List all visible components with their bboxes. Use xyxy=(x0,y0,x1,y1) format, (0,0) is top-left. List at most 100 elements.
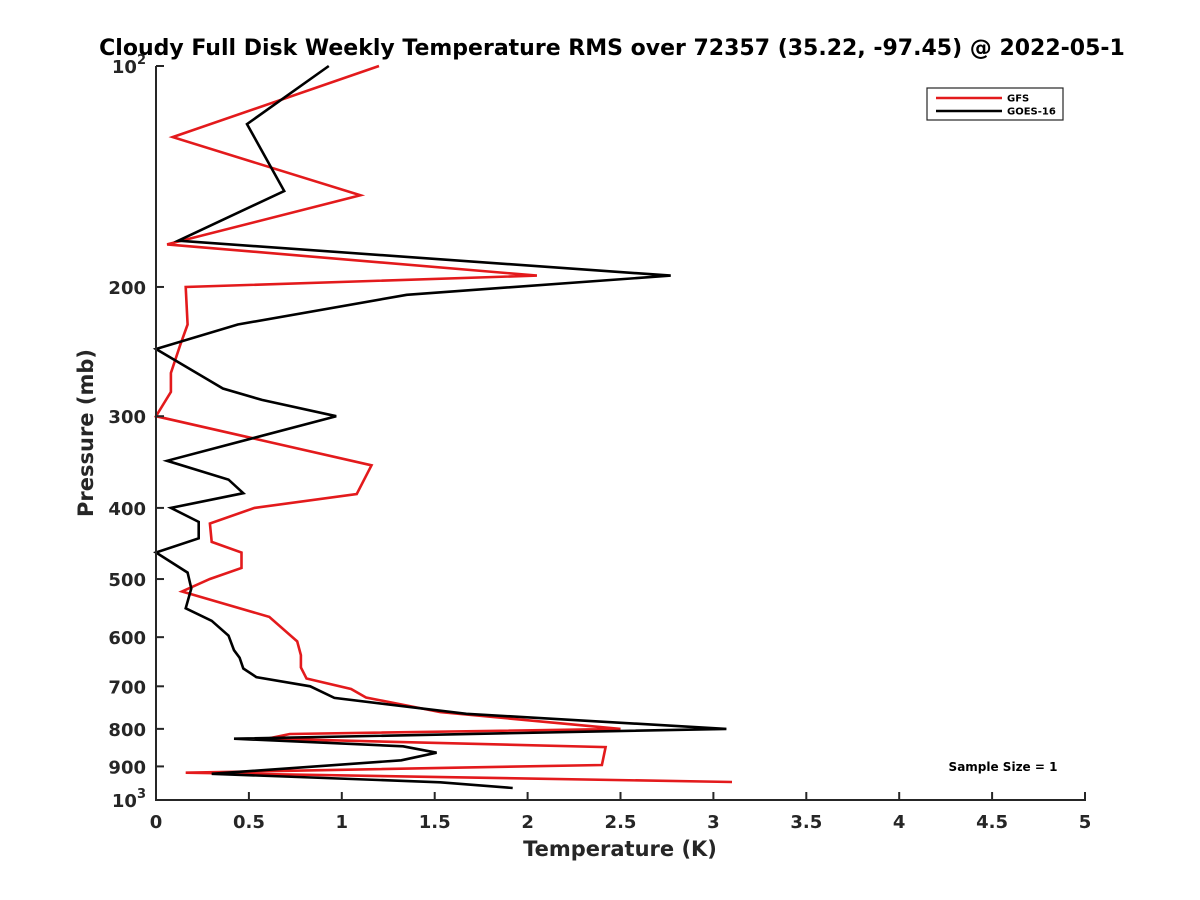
y-tick-label: 400 xyxy=(108,499,146,520)
chart-title: Cloudy Full Disk Weekly Temperature RMS … xyxy=(99,36,1125,61)
data-point xyxy=(466,713,467,714)
series-2 xyxy=(152,64,727,790)
data-point xyxy=(403,746,404,747)
data-point xyxy=(256,677,257,678)
data-point xyxy=(243,493,244,494)
data-point xyxy=(512,788,513,789)
x-tick-label: 0.5 xyxy=(233,812,265,833)
x-tick-label: 0 xyxy=(150,812,163,833)
y-tick-label: 800 xyxy=(108,720,146,741)
data-point xyxy=(300,667,301,668)
data-point xyxy=(726,728,727,729)
data-point xyxy=(185,608,186,609)
x-tick-label: 3.5 xyxy=(790,812,822,833)
x-tick-label: 4.5 xyxy=(976,812,1008,833)
data-point xyxy=(601,765,602,766)
data-point xyxy=(401,760,402,761)
legend: GFS GOES-16 xyxy=(926,87,1064,121)
data-point xyxy=(187,324,188,325)
data-point xyxy=(300,655,301,656)
data-point xyxy=(284,191,285,192)
data-point xyxy=(269,616,270,617)
data-point xyxy=(289,734,290,735)
data-point xyxy=(222,388,223,389)
data-point xyxy=(191,588,192,589)
data-point xyxy=(185,287,186,288)
legend-label: GFS xyxy=(1007,94,1029,105)
data-point xyxy=(261,399,262,400)
legend-entries: GFS GOES-16 xyxy=(936,94,1056,118)
data-point xyxy=(170,373,171,374)
data-point xyxy=(172,137,173,138)
data-point xyxy=(360,195,361,196)
data-point xyxy=(254,507,255,508)
legend-entry: GFS xyxy=(936,94,1029,105)
legend-label: GOES-16 xyxy=(1007,107,1056,118)
data-point xyxy=(237,324,238,325)
series-1 xyxy=(153,64,733,784)
data-point xyxy=(228,635,229,636)
data-point xyxy=(211,773,212,774)
data-point xyxy=(297,641,298,642)
data-point xyxy=(170,507,171,508)
data-point xyxy=(670,275,671,276)
y-tick-label: 300 xyxy=(108,407,146,428)
data-point xyxy=(198,538,199,539)
series-line xyxy=(153,64,733,784)
x-tick-label: 5 xyxy=(1079,812,1092,833)
legend-entry: GOES-16 xyxy=(936,107,1056,118)
y-tick-label: 600 xyxy=(108,628,146,649)
data-point xyxy=(228,479,229,480)
data-point xyxy=(211,620,212,621)
data-point xyxy=(198,521,199,522)
y-tick-label: 700 xyxy=(108,677,146,698)
x-tick-label: 1 xyxy=(336,812,349,833)
data-point xyxy=(605,747,606,748)
y-axis-title: Pressure (mb) xyxy=(74,349,98,517)
x-tick-label: 3 xyxy=(707,812,720,833)
data-point xyxy=(440,782,441,783)
data-point xyxy=(371,465,372,466)
x-ticks: 0 0.5 1 1.5 2 2.5 3 3.5 4 4.5 5 xyxy=(150,792,1092,833)
data-point xyxy=(185,772,186,773)
data-point xyxy=(239,657,240,658)
x-tick-label: 2 xyxy=(521,812,534,833)
data-point xyxy=(170,391,171,392)
data-point xyxy=(234,650,235,651)
y-tick-label: 103 xyxy=(112,787,146,812)
data-point xyxy=(306,678,307,679)
legend-box xyxy=(926,87,1064,121)
data-point xyxy=(379,66,380,67)
data-point xyxy=(187,572,188,573)
data-point xyxy=(241,552,242,553)
x-tick-label: 4 xyxy=(893,812,906,833)
data-point xyxy=(167,244,168,245)
data-point xyxy=(406,294,407,295)
x-tick-label: 2.5 xyxy=(605,812,637,833)
data-point xyxy=(536,275,537,276)
data-point xyxy=(180,345,181,346)
y-tick-label: 102 xyxy=(112,53,146,78)
data-point xyxy=(436,752,437,753)
data-point xyxy=(209,579,210,580)
data-point xyxy=(211,541,212,542)
data-point xyxy=(182,591,183,592)
y-tick-label: 200 xyxy=(108,278,146,299)
data-point xyxy=(247,124,248,125)
x-tick-label: 1.5 xyxy=(419,812,451,833)
data-point xyxy=(178,240,179,241)
data-point xyxy=(366,697,367,698)
x-axis-title: Temperature (K) xyxy=(523,837,717,861)
series-line xyxy=(152,64,727,790)
data-point xyxy=(241,568,242,569)
y-tick-label: 500 xyxy=(108,570,146,591)
data-point xyxy=(167,460,168,461)
series-layer xyxy=(152,64,733,790)
sample-size-annotation: Sample Size = 1 xyxy=(949,760,1058,774)
data-point xyxy=(243,668,244,669)
data-point xyxy=(336,416,337,417)
data-point xyxy=(732,782,733,783)
data-point xyxy=(356,494,357,495)
